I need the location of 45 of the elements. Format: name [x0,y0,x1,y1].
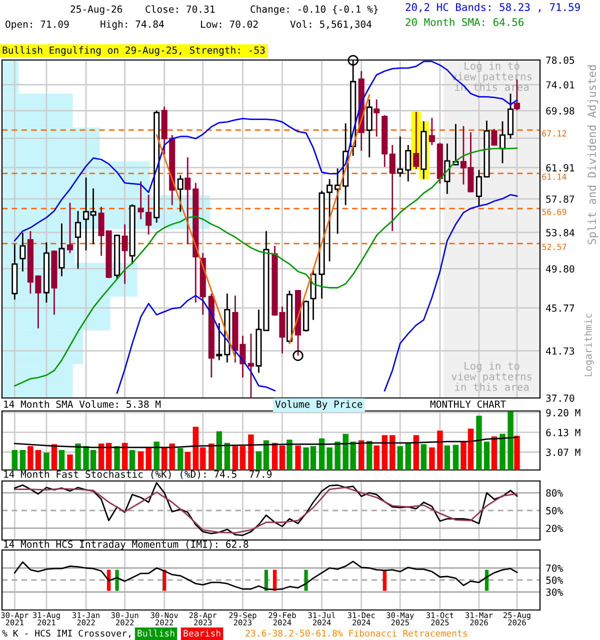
chart-title: 14 Month SMA Volume: 5.38 M [4,400,161,408]
text: Bullish Engulfing on 29-Aug-25, Strength: -53 [2,46,265,56]
y-tick-label: 53.84 [546,228,574,236]
text: Bearish [184,630,220,637]
y-tick-label: 6.13 M [546,428,580,436]
text: 20 Month SMA: 64.56 [406,18,524,26]
text: Vol: 5,561,304 [290,20,372,30]
text: Volume By Price [275,400,362,410]
text: Logarithmic [584,314,594,376]
text: MONTHLY CHART [430,400,506,408]
y-tick-label: 30% [546,588,563,596]
text: % K - HCS IMI Crossover, [2,630,130,638]
ref-line-label: 52.57 [542,244,566,250]
y-tick-label: 57.87 [546,195,574,203]
chart-title: 14 Month HCS Intraday Momentum (IMI): 62.8 [4,540,248,550]
text: 20,2 HC Bands: 58.23 , 71.59 [406,2,580,12]
y-tick-label: 37.70 [546,394,574,402]
text: Low: 70.02 [201,20,258,28]
y-tick-label: 80% [546,489,563,497]
text: High: 74.84 [100,20,164,30]
y-tick-label: 20% [546,524,563,532]
y-tick-label: 41.73 [546,347,574,355]
y-tick-label: 74.01 [546,81,574,89]
text: Open: 71.09 [6,20,69,30]
y-tick-label: 50% [546,576,563,584]
ref-line-label: 61.14 [542,174,566,180]
y-tick-label: 45.77 [546,304,574,312]
ref-line-label: 56.69 [542,208,566,216]
chart-title: 14 Month Fast Stochastic (%K) (%D): 74.5 77.9 [4,470,272,479]
text: 23.6-38.2-50-61.8% Fibonacci Retracements [246,630,467,637]
y-tick-label: 69.98 [546,107,574,115]
y-tick-label: 61.91 [546,164,574,172]
text: Bullish [138,630,174,637]
text: 25-Aug-26 [70,5,122,15]
y-tick-label: 9.20 M [546,409,580,416]
y-tick-label: 3.07 M [546,448,580,456]
y-tick-label: 70% [546,564,563,572]
y-tick-label: 49.80 [546,265,574,273]
y-tick-label: 50% [546,507,563,514]
y-axis-title: Split and Dividend Adjusted [587,65,598,244]
text: Close: 70.31 [146,5,215,13]
ref-line-label: 67.12 [542,130,566,137]
text: Change: -0.10 {-0.1 %} [250,5,378,15]
text: Log in to view patterns in this area [452,362,532,391]
y-tick-label: 78.05 [546,56,574,64]
